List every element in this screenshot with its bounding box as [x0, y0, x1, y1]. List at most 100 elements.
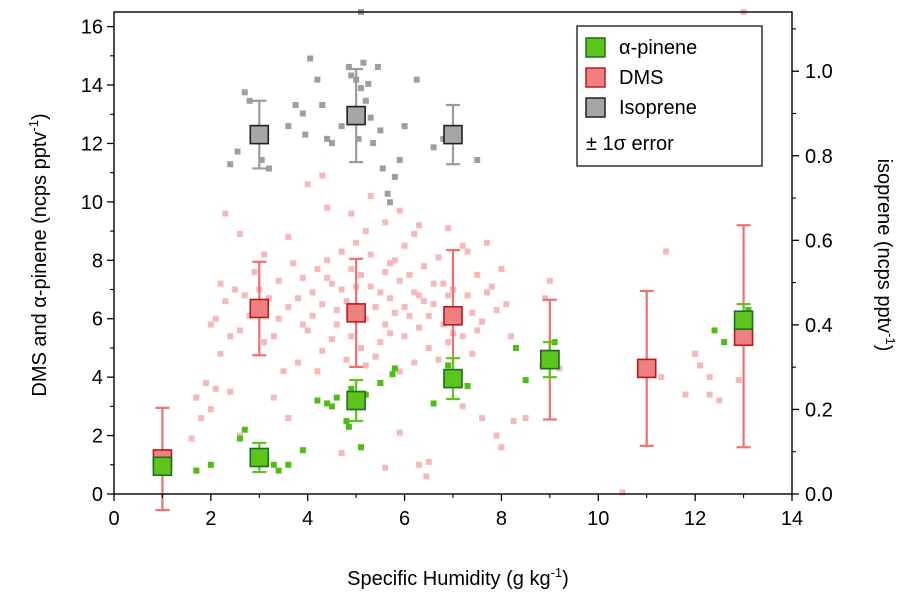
- dms-point: [459, 242, 466, 249]
- dms-point: [464, 292, 471, 299]
- dms-point: [425, 458, 432, 465]
- dms-point: [333, 306, 340, 313]
- isoprene-point: [474, 156, 481, 163]
- y-tick-label: 8: [92, 250, 103, 272]
- dms-point: [411, 289, 418, 296]
- dms-point: [353, 239, 360, 246]
- dms-point: [217, 280, 224, 287]
- alpha-pinene-point: [324, 400, 331, 407]
- isoprene-point: [374, 63, 381, 70]
- y2-axis-label: isoprene (ncps pptv-1): [873, 159, 898, 352]
- dms-point: [382, 268, 389, 275]
- dms-point: [479, 415, 486, 422]
- dms-point: [522, 415, 529, 422]
- dms-point: [396, 429, 403, 436]
- isoprene-binned-marker: [346, 105, 366, 126]
- dms-point: [423, 473, 430, 480]
- isoprene-point: [391, 173, 398, 180]
- dms-point: [391, 309, 398, 316]
- dms-point: [435, 356, 442, 363]
- alpha-pinene-point: [430, 400, 437, 407]
- alpha-pinene-point: [464, 382, 471, 389]
- dms-point: [314, 266, 321, 273]
- isoprene-point: [302, 131, 309, 138]
- dms-point: [416, 292, 423, 299]
- dms-point: [333, 321, 340, 328]
- alpha-pinene-point: [348, 385, 355, 392]
- dms-point: [217, 350, 224, 357]
- alpha-pinene-point: [270, 461, 277, 468]
- dms-point: [236, 327, 243, 334]
- dms-binned-marker: [346, 303, 366, 323]
- legend-dms-label: DMS: [619, 67, 663, 89]
- dms-point: [193, 394, 200, 401]
- dms-point: [357, 344, 364, 351]
- alpha-pinene-point: [445, 362, 452, 369]
- alpha-pinene-point: [357, 444, 364, 451]
- dms-point: [309, 312, 316, 319]
- y-tick-label: 0: [92, 484, 103, 506]
- dms-point: [295, 359, 302, 366]
- alpha-pinene-point: [377, 379, 384, 386]
- isoprene-point: [319, 102, 326, 109]
- dms-point: [416, 222, 423, 229]
- y-axis-label: DMS and α-pinene (ncps pptv-1): [26, 113, 51, 396]
- dms-point: [343, 356, 350, 363]
- alpha-pinene-point: [314, 397, 321, 404]
- dms-point: [241, 292, 248, 299]
- dms-point: [420, 263, 427, 270]
- legend-box: [576, 25, 763, 167]
- dms-point: [207, 406, 214, 413]
- dms-point: [285, 304, 292, 311]
- dms-point: [658, 374, 665, 381]
- dms-point: [227, 333, 234, 340]
- dms-point: [319, 172, 326, 179]
- dms-point: [338, 450, 345, 457]
- dms-point: [430, 301, 437, 308]
- alpha-pinene-point: [345, 423, 352, 430]
- dms-point: [198, 415, 205, 422]
- isoprene-point: [227, 161, 234, 168]
- dms-point: [435, 254, 442, 261]
- x-tick-label: 4: [302, 508, 313, 530]
- alpha-pinene-point: [275, 467, 282, 474]
- alpha-pinene-binned-marker: [152, 456, 173, 477]
- dms-point: [416, 324, 423, 331]
- dms-point: [387, 260, 394, 267]
- dms-point: [270, 333, 277, 340]
- y2-tick-label: 0.6: [805, 230, 833, 252]
- dms-point: [280, 368, 287, 375]
- isoprene-point: [401, 123, 408, 130]
- dms-point: [735, 377, 742, 384]
- dms-point: [290, 260, 297, 267]
- dms-point: [232, 286, 239, 293]
- isoprene-point: [384, 190, 391, 197]
- isoprene-point: [324, 135, 331, 142]
- dms-point: [416, 461, 423, 468]
- dms-point: [328, 280, 335, 287]
- dms-point: [445, 225, 452, 232]
- dms-point: [377, 339, 384, 346]
- isoprene-point: [357, 85, 364, 92]
- dms-point: [367, 251, 374, 258]
- dms-point: [483, 289, 490, 296]
- dms-point: [425, 344, 432, 351]
- alpha-pinene-point: [721, 339, 728, 346]
- dms-point: [406, 312, 413, 319]
- legend-alpha-pinene-label: α-pinene: [619, 37, 697, 59]
- dms-point: [222, 210, 229, 217]
- y2-tick-label: 0.8: [805, 146, 833, 168]
- y-tick-label: 16: [81, 17, 103, 39]
- dms-point: [459, 333, 466, 340]
- y-tick-label: 2: [92, 426, 103, 448]
- dms-point: [324, 257, 331, 264]
- dms-point: [464, 248, 471, 255]
- dms-point: [222, 298, 229, 305]
- isoprene-binned-marker: [443, 124, 463, 145]
- dms-point: [682, 391, 689, 398]
- dms-point: [188, 435, 195, 442]
- dms-point: [696, 362, 703, 369]
- dms-point: [314, 368, 321, 375]
- dms-point: [546, 277, 553, 284]
- alpha-pinene-point: [333, 394, 340, 401]
